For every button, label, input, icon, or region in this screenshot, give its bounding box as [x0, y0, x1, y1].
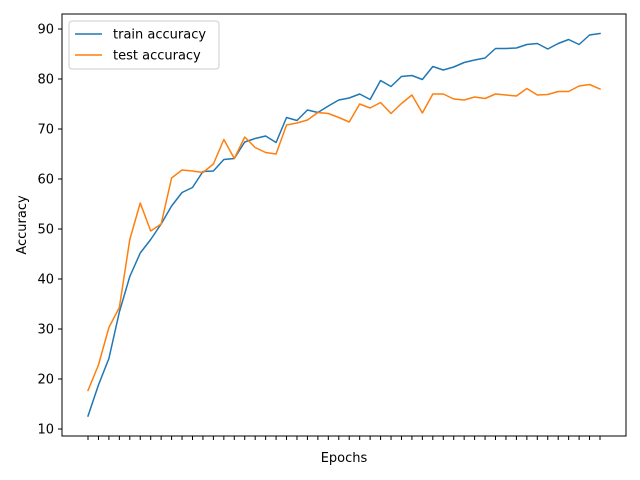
x-axis-title: Epochs — [321, 451, 368, 466]
legend-box — [68, 20, 220, 70]
x-axis-ticks — [87, 436, 601, 440]
legend: train accuracy test accuracy — [68, 20, 220, 70]
plot-frame — [61, 13, 627, 437]
y-tick-label: 90 — [37, 23, 54, 38]
y-tick-label: 30 — [37, 323, 54, 338]
series-line-train — [87, 32, 601, 417]
plot-area — [62, 14, 626, 436]
y-axis-title: Accuracy — [15, 195, 30, 255]
y-tick-label: 20 — [37, 373, 54, 388]
y-tick-label: 60 — [37, 173, 54, 188]
legend-label-train: train accuracy — [113, 28, 206, 43]
y-tick-label: 70 — [37, 123, 54, 138]
y-tick-label: 50 — [37, 223, 54, 238]
y-tick-label: 80 — [37, 73, 54, 88]
y-tick-label: 40 — [37, 273, 54, 288]
series-lines — [87, 32, 601, 417]
y-axis-ticks: 10 20 30 40 50 60 70 80 90 — [37, 23, 62, 438]
y-tick-label: 10 — [37, 423, 54, 438]
series-line-test — [87, 83, 601, 392]
legend-label-test: test accuracy — [113, 49, 201, 64]
